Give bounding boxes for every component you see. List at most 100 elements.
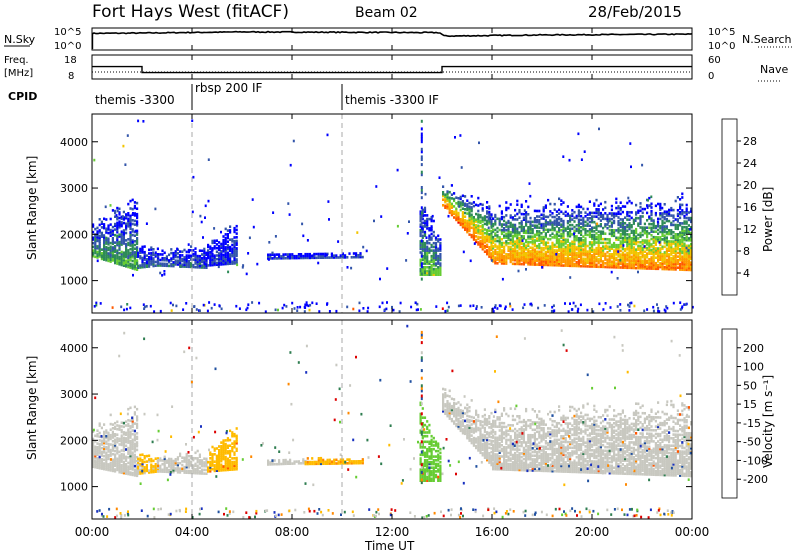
power-cell — [187, 248, 190, 252]
velocity-cell — [109, 454, 112, 457]
power-cell — [235, 232, 238, 235]
power-cell — [560, 260, 563, 264]
velocity-cell — [423, 453, 427, 457]
power-cell — [505, 214, 508, 217]
power-cell — [564, 229, 567, 232]
power-cell — [654, 213, 657, 217]
power-cell — [218, 259, 221, 263]
power-cell — [226, 262, 229, 266]
power-cell — [527, 213, 530, 216]
power-noise-cell — [315, 302, 318, 305]
power-cell — [211, 239, 214, 243]
power-cell — [617, 206, 620, 210]
power-noise-cell — [410, 305, 413, 309]
velocity-cell — [231, 442, 234, 445]
power-cell — [630, 242, 633, 246]
velocity-cell — [114, 470, 117, 473]
power-cell — [426, 241, 429, 245]
velocity-cell — [439, 451, 442, 455]
power-cell — [617, 255, 620, 258]
power-cell — [670, 208, 673, 212]
power-cell — [602, 241, 605, 245]
power-cell — [641, 259, 644, 263]
power-cell — [96, 232, 99, 235]
velocity-cell — [141, 466, 144, 469]
power-cell — [679, 262, 682, 266]
power-cell — [687, 218, 690, 222]
power-cell — [657, 225, 660, 228]
power-cell — [571, 262, 574, 266]
power-cell — [584, 211, 587, 214]
velocity-cell — [220, 467, 223, 470]
power-cell — [630, 255, 633, 259]
velocity-cell — [154, 457, 157, 460]
power-cell — [127, 249, 130, 252]
velocity-cell — [131, 462, 134, 466]
velocity-cell — [213, 465, 216, 469]
power-cell — [492, 222, 495, 226]
power-cell — [681, 222, 684, 225]
power-noise-cell — [658, 310, 661, 313]
power-cell — [466, 225, 469, 228]
power-cell — [676, 236, 679, 240]
velocity-cell — [105, 447, 108, 451]
velocity-cell — [211, 456, 214, 460]
power-cell — [685, 244, 688, 248]
power-cell — [599, 248, 602, 252]
power-cell — [129, 251, 132, 255]
power-cell — [648, 243, 651, 246]
power-cell — [619, 212, 622, 216]
power-cell — [555, 260, 558, 263]
power-cell — [586, 252, 589, 255]
power-colorbar-tick-label: 20 — [743, 179, 757, 192]
power-cell — [641, 246, 644, 250]
power-cell — [674, 242, 677, 245]
power-cell — [419, 264, 422, 267]
power-cell — [628, 224, 631, 227]
velocity-cell — [419, 446, 422, 449]
power-cell — [687, 251, 690, 255]
power-cell — [486, 234, 489, 237]
power-cell — [98, 251, 101, 254]
power-cell — [475, 224, 478, 227]
velocity-cell — [157, 470, 160, 473]
power-cell — [98, 234, 101, 238]
power-cell — [619, 255, 622, 258]
velocity-cell — [218, 458, 221, 461]
velocity-cell — [105, 442, 108, 445]
power-cell — [560, 251, 563, 254]
power-cell — [588, 228, 591, 231]
power-cell — [641, 215, 644, 218]
power-cell — [218, 246, 221, 250]
power-cell — [663, 240, 666, 243]
power-cell — [663, 245, 666, 249]
velocity-cell — [346, 462, 349, 465]
power-noise-cell — [293, 307, 296, 310]
power-cell — [426, 251, 429, 254]
power-cell — [595, 209, 598, 213]
power-cell — [632, 259, 635, 262]
power-cell — [319, 252, 322, 256]
power-cell — [235, 261, 238, 265]
power-cell — [516, 242, 519, 245]
velocity-cell — [203, 464, 206, 468]
velocity-cell — [226, 451, 229, 455]
power-cell — [235, 241, 238, 245]
power-cell — [107, 243, 110, 246]
velocity-cell — [421, 462, 424, 466]
power-cell — [109, 247, 112, 250]
power-cell — [687, 268, 690, 272]
power-cell — [599, 256, 602, 259]
power-cell — [479, 230, 482, 234]
power-cell — [665, 258, 668, 262]
power-cell — [654, 265, 657, 269]
power-cell — [98, 243, 101, 247]
power-cell — [626, 225, 629, 229]
power-cell — [233, 251, 236, 254]
power-cell — [569, 257, 572, 260]
power-noise-cell — [552, 309, 555, 313]
power-cell — [154, 255, 157, 258]
velocity-cell — [437, 449, 440, 453]
power-cell — [560, 210, 563, 214]
power-cell — [235, 258, 238, 261]
